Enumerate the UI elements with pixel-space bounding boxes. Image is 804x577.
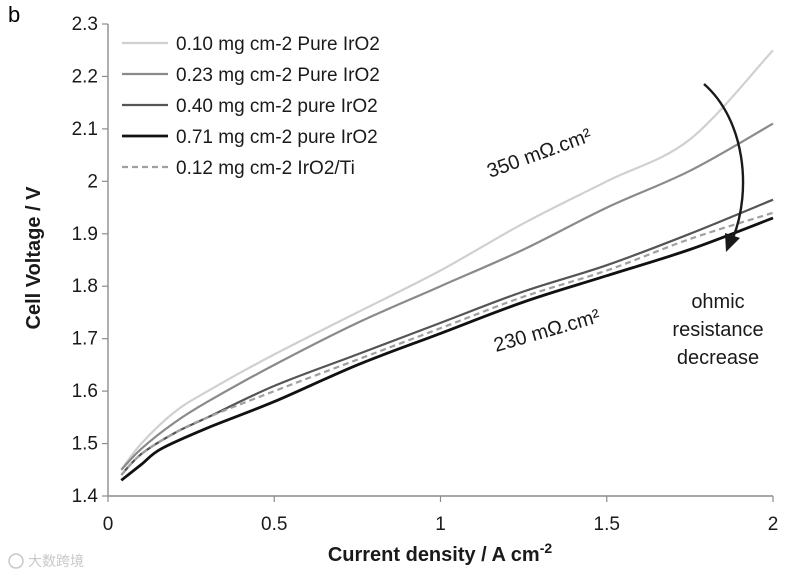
y-tick-label: 1.7 bbox=[72, 329, 98, 350]
y-tick-label: 1.8 bbox=[72, 276, 98, 297]
annotation-230: 230 mΩ.cm² bbox=[491, 305, 603, 356]
y-tick-label: 1.9 bbox=[72, 224, 98, 245]
legend-label: 0.23 mg cm-2 Pure IrO2 bbox=[176, 65, 380, 86]
annotation-resistance: resistance bbox=[672, 319, 763, 341]
arrowhead-icon bbox=[725, 233, 740, 252]
y-tick-label: 2.3 bbox=[72, 14, 98, 35]
y-tick-label: 1.5 bbox=[72, 434, 98, 455]
y-tick-label: 1.4 bbox=[72, 486, 99, 507]
watermark: 大数跨境 bbox=[8, 553, 84, 569]
x-tick-label: 0 bbox=[103, 514, 114, 535]
x-tick-label: 2 bbox=[768, 514, 779, 535]
legend-label: 0.10 mg cm-2 Pure IrO2 bbox=[176, 34, 380, 55]
y-tick-label: 2.1 bbox=[72, 119, 98, 140]
x-axis-title-main: Current density / A cm bbox=[328, 544, 540, 566]
annotation-decrease: decrease bbox=[677, 347, 759, 369]
tick-labels: 1.4 1.5 1.6 1.7 1.8 1.9 2 2.1 2.2 2.3 0 0.5 1 1.5 2 bbox=[72, 14, 779, 535]
panel-label: b bbox=[8, 2, 20, 27]
legend-label: 0.40 mg cm-2 pure IrO2 bbox=[176, 96, 378, 117]
series-line-1 bbox=[120, 49, 774, 471]
x-axis-title: Current density / A cm-2 bbox=[328, 540, 553, 566]
curved-arrow-icon bbox=[703, 83, 745, 239]
legend: 0.10 mg cm-2 Pure IrO2 0.23 mg cm-2 Pure … bbox=[122, 34, 380, 179]
series-line-3 bbox=[120, 198, 774, 476]
annotation-ohmic: ohmic bbox=[691, 291, 744, 313]
series-line-2 bbox=[120, 122, 774, 471]
axes bbox=[102, 23, 774, 502]
series-lines bbox=[120, 49, 774, 482]
watermark-icon bbox=[8, 553, 24, 569]
x-tick-label: 1.5 bbox=[594, 514, 620, 535]
watermark-text: 大数跨境 bbox=[28, 553, 84, 569]
y-axis-title: Cell Voltage / V bbox=[23, 186, 45, 330]
legend-label: 0.71 mg cm-2 pure IrO2 bbox=[176, 127, 378, 148]
annotation-350: 350 mΩ.cm² bbox=[484, 124, 595, 182]
legend-label: 0.12 mg cm-2 IrO2/Ti bbox=[176, 158, 355, 179]
series-line-4 bbox=[120, 216, 774, 482]
series-line-5 bbox=[120, 211, 774, 476]
x-tick-label: 1 bbox=[435, 514, 446, 535]
x-axis-title-superscript: -2 bbox=[540, 540, 553, 556]
x-tick-label: 0.5 bbox=[261, 514, 287, 535]
y-tick-label: 2.2 bbox=[72, 66, 98, 87]
y-tick-label: 2 bbox=[87, 171, 98, 192]
y-tick-label: 1.6 bbox=[72, 381, 98, 402]
